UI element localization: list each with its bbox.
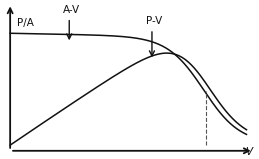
Text: P-V: P-V bbox=[146, 16, 162, 26]
Text: A-V: A-V bbox=[63, 5, 80, 15]
Text: V: V bbox=[245, 147, 253, 157]
Text: P/A: P/A bbox=[17, 18, 34, 28]
